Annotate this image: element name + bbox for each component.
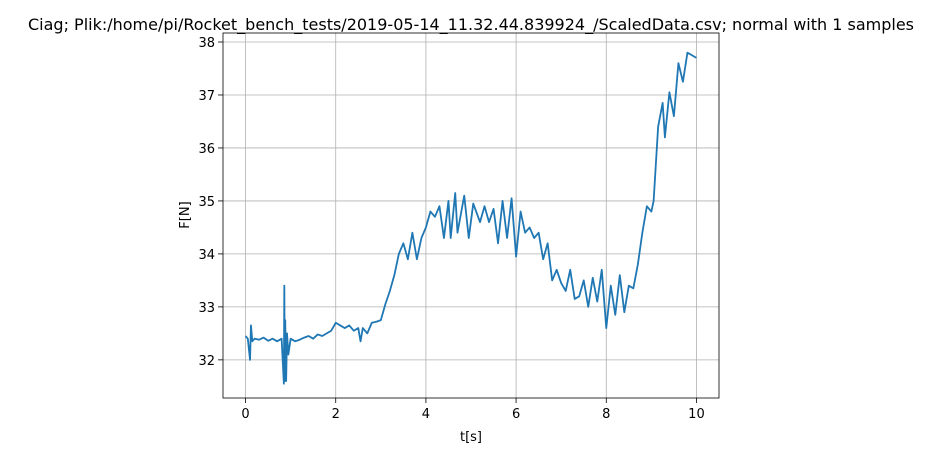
y-tick-label: 32 (198, 354, 215, 369)
x-axis-label: t[s] (460, 430, 482, 445)
y-tick-label: 36 (198, 142, 215, 157)
y-tick-label: 38 (198, 36, 215, 51)
x-tick-label: 6 (512, 407, 520, 422)
y-tick-label: 35 (198, 195, 215, 210)
chart-title: Ciag; Plik:/home/pi/Rocket_bench_tests/2… (28, 15, 914, 35)
x-tick-label: 0 (241, 407, 249, 422)
y-tick-label: 33 (198, 301, 215, 316)
data-line (244, 51, 697, 385)
y-tick-label: 34 (198, 248, 215, 263)
y-axis-label: F[N] (178, 201, 193, 228)
x-tick-label: 10 (688, 407, 705, 422)
axes-frame (222, 32, 720, 399)
x-tick-label: 2 (332, 407, 340, 422)
x-tick-label: 8 (602, 407, 610, 422)
y-tick-label: 37 (198, 89, 215, 104)
x-tick-label: 4 (422, 407, 430, 422)
